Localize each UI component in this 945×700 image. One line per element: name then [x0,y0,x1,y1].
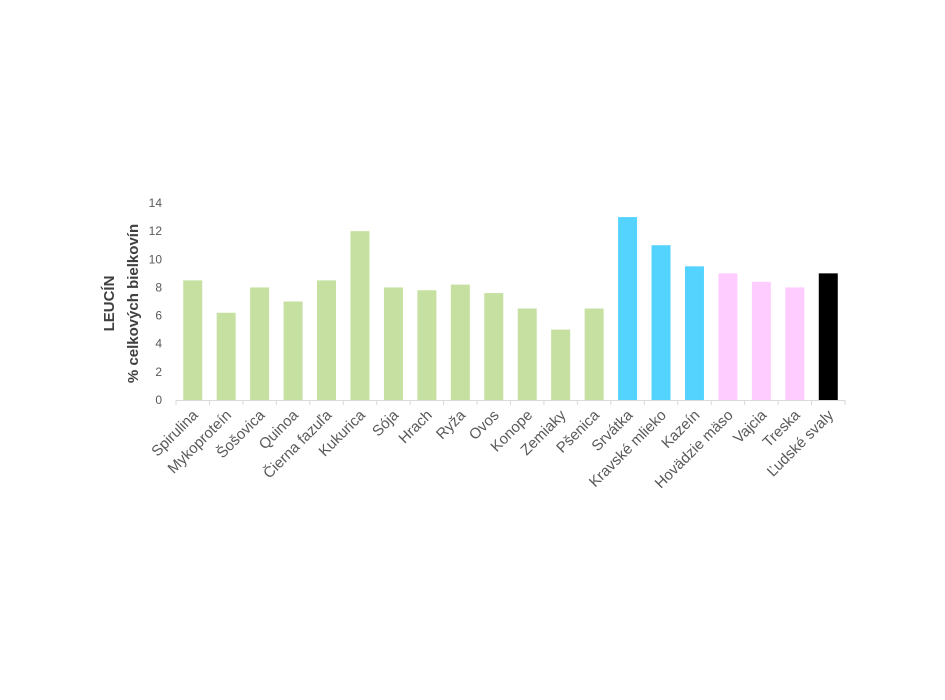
category-label: Hrach [395,407,435,447]
bar [250,287,270,400]
bar [216,312,236,400]
category-label: Ryža [433,406,470,443]
bar [618,217,638,400]
bar [350,231,370,400]
bar [484,293,504,400]
category-labels: SpirulinaMykoproteínŠošovicaQuinoaČierna… [148,406,837,492]
bar [450,284,470,400]
bars [183,217,838,400]
bar [283,301,303,400]
bar [684,266,704,400]
bar [651,245,671,400]
y-tick-label: 14 [149,196,163,210]
y-axis-subtitle: % celkových bielkovín [125,224,142,383]
bar [183,280,203,400]
y-tick-label: 6 [155,309,162,323]
x-axis-tick-marks [175,400,846,405]
y-axis-ticks: 0 2 4 6 8 10 12 14 [149,196,163,407]
y-tick-label: 2 [155,365,162,379]
bar [818,273,838,400]
bar [551,329,571,400]
y-tick-label: 10 [149,252,163,266]
bar [383,287,403,400]
bar [517,308,537,400]
y-tick-label: 0 [155,393,162,407]
y-tick-label: 8 [155,280,162,294]
y-axis-title: LEUCÍN [101,276,118,332]
bar [718,273,738,400]
bar [751,281,771,400]
y-tick-label: 12 [149,224,163,238]
y-tick-label: 4 [155,337,162,351]
bar [584,308,604,400]
bar [785,287,805,400]
bar [317,280,337,400]
bar [417,290,437,400]
